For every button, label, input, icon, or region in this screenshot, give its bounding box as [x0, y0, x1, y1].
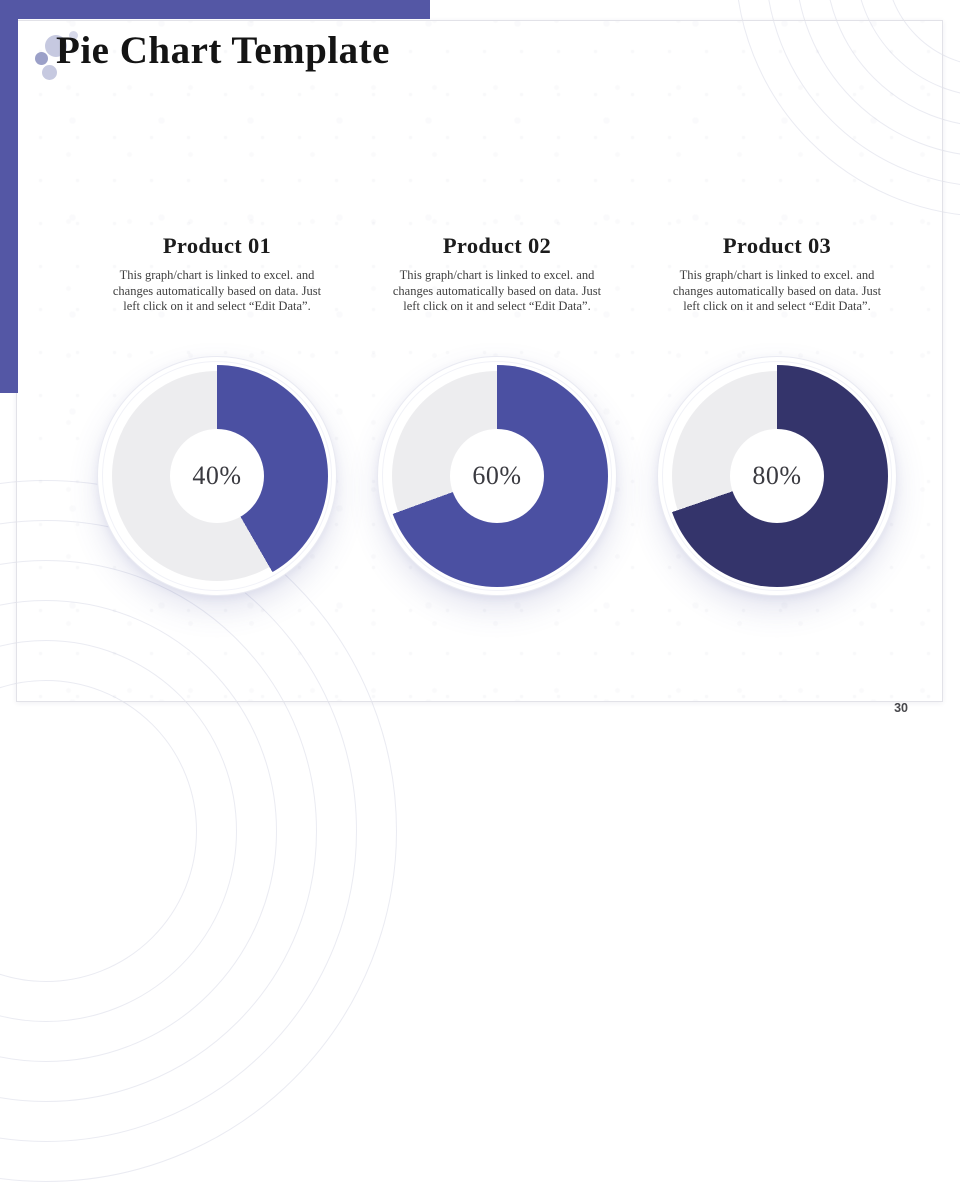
- donut-hole: 80%: [730, 429, 824, 523]
- donut-chart[interactable]: 40%: [97, 356, 337, 596]
- page-title: Pie Chart Template: [56, 29, 390, 72]
- donut-chart[interactable]: 80%: [657, 356, 897, 596]
- donut-chart[interactable]: 60%: [377, 356, 617, 596]
- donut-hole: 40%: [170, 429, 264, 523]
- left-accent-bar: [0, 0, 18, 393]
- title-dot-icon: [45, 35, 67, 57]
- product-description: This graph/chart is linked to excel. and…: [672, 268, 882, 314]
- product-title: Product 01: [162, 233, 272, 258]
- product-card-2: Product 02 This graph/chart is linked to…: [377, 233, 617, 596]
- title-dot-icon: [35, 52, 48, 65]
- plate-ring: [382, 361, 612, 591]
- product-title: Product 03: [722, 233, 832, 258]
- slide-canvas: Product 01 This graph/chart is linked to…: [16, 20, 943, 702]
- percent-label: 80%: [752, 461, 802, 490]
- product-description: This graph/chart is linked to excel. and…: [392, 268, 602, 314]
- percent-label: 40%: [192, 461, 242, 490]
- plate-ring: [102, 361, 332, 591]
- page-number: 30: [894, 701, 908, 715]
- product-description: This graph/chart is linked to excel. and…: [112, 268, 322, 314]
- title-dot-icon: [42, 65, 57, 80]
- title-dot-icon: [69, 31, 78, 40]
- donut-hole: 60%: [450, 429, 544, 523]
- product-card-3: Product 03 This graph/chart is linked to…: [657, 233, 897, 596]
- product-card-1: Product 01 This graph/chart is linked to…: [97, 233, 337, 596]
- percent-label: 60%: [472, 461, 522, 490]
- top-accent-bar: [0, 0, 430, 19]
- plate-ring: [662, 361, 892, 591]
- product-title: Product 02: [442, 233, 552, 258]
